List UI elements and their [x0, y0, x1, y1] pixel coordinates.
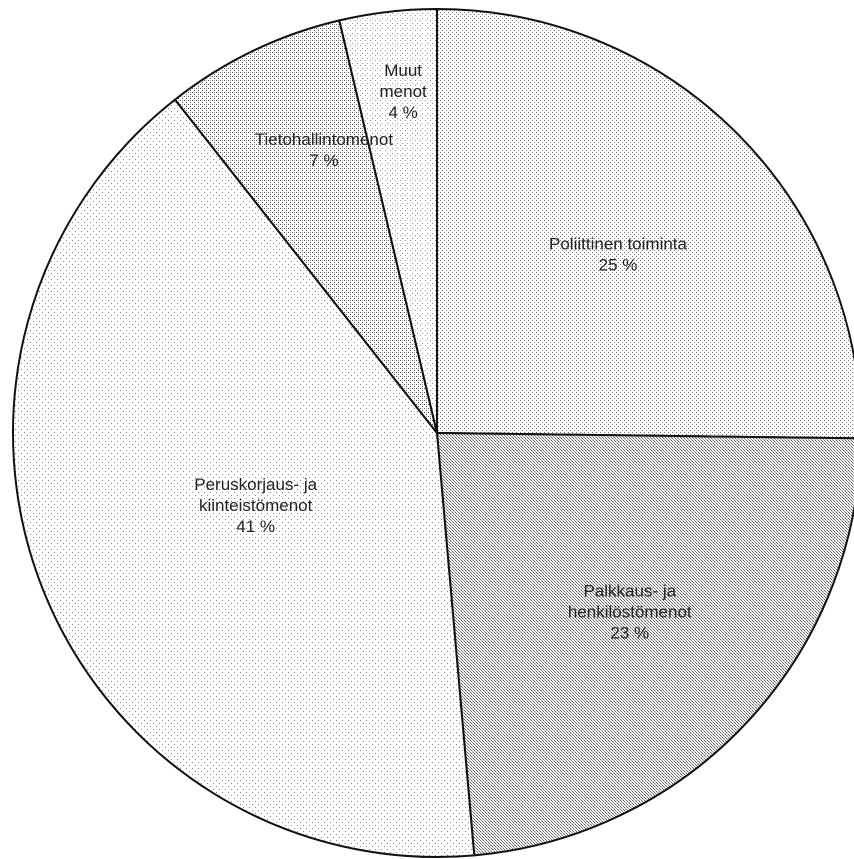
- pie-labels: Poliittinen toiminta 25 % Palkkaus- ja henk…: [194, 61, 692, 643]
- slice-category-label: Poliittinen toiminta: [549, 235, 688, 254]
- pie-slice: [174, 19, 438, 434]
- slice-label: Muut menot 4 %: [380, 61, 428, 122]
- slice-category-label: Tietohallintomenot: [255, 130, 394, 149]
- slice-value-label: 4 %: [388, 103, 417, 122]
- slice-label: Palkkaus- ja henkilöstömenot 23 %: [568, 582, 692, 643]
- slice-value-label: 41 %: [236, 517, 275, 536]
- pie-slice: [338, 8, 438, 434]
- slice-category-label: kiinteistömenot: [199, 496, 313, 515]
- slice-category-label: henkilöstömenot: [568, 603, 692, 622]
- slice-value-label: 7 %: [309, 151, 338, 170]
- pie-slices: [12, 8, 854, 858]
- slice-category-label: menot: [380, 82, 428, 101]
- slice-value-label: 25 %: [599, 256, 638, 275]
- slice-label: Tietohallintomenot 7 %: [255, 130, 394, 170]
- slice-category-label: Muut: [384, 61, 422, 80]
- slice-value-label: 23 %: [610, 624, 649, 643]
- slice-category-label: Peruskorjaus- ja: [194, 475, 317, 494]
- pie-slice: [12, 98, 476, 858]
- slice-label: Poliittinen toiminta 25 %: [549, 235, 688, 275]
- pie-slice: [436, 8, 854, 440]
- slice-label: Peruskorjaus- ja kiinteistömenot 41 %: [194, 475, 317, 536]
- pie-slice: [436, 432, 854, 857]
- slice-category-label: Palkkaus- ja: [583, 582, 676, 601]
